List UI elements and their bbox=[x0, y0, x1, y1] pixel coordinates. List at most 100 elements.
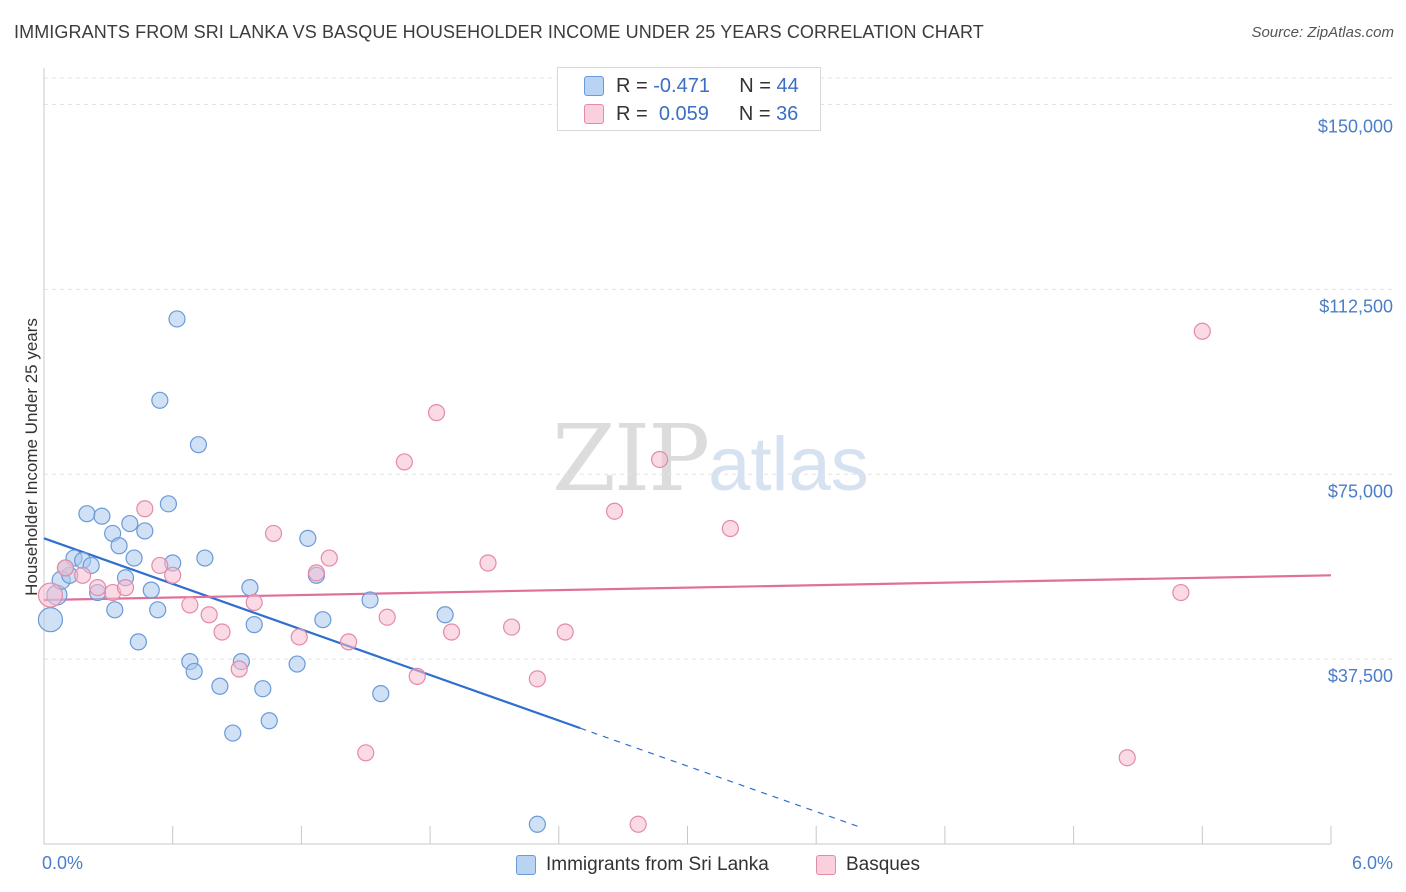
point-basques bbox=[230, 660, 248, 678]
x-tick-label: 0.0% bbox=[42, 853, 83, 873]
point-sri-lanka bbox=[185, 662, 203, 681]
point-sri-lanka bbox=[528, 815, 546, 833]
point-basques bbox=[528, 670, 546, 688]
bottom-legend-basques: Basques bbox=[816, 852, 920, 878]
point-basques bbox=[629, 815, 647, 833]
chart-title: IMMIGRANTS FROM SRI LANKA VS BASQUE HOUS… bbox=[14, 22, 984, 42]
point-basques bbox=[605, 502, 624, 520]
point-basques bbox=[503, 618, 521, 636]
legend-n-value: 36 bbox=[776, 102, 799, 125]
y-tick-label: $75,000 bbox=[1328, 481, 1393, 501]
y-axis-label: Householder Income Under 25 years bbox=[22, 318, 41, 596]
point-basques bbox=[1118, 749, 1136, 767]
point-sri-lanka bbox=[37, 607, 64, 633]
point-basques bbox=[56, 559, 75, 577]
point-sri-lanka bbox=[121, 514, 139, 533]
y-tick-label: $112,500 bbox=[1319, 296, 1393, 316]
point-sri-lanka bbox=[299, 529, 317, 547]
point-basques bbox=[307, 564, 326, 582]
point-sri-lanka bbox=[149, 601, 167, 619]
bottom-legend-swatch-blue bbox=[516, 855, 536, 875]
point-sri-lanka bbox=[142, 581, 160, 599]
point-sri-lanka bbox=[372, 685, 390, 703]
point-sri-lanka bbox=[136, 522, 154, 540]
bottom-legend-label: Basques bbox=[846, 854, 920, 875]
point-basques bbox=[290, 628, 308, 646]
legend-r-value: -0.471 bbox=[653, 74, 710, 97]
legend-swatch-blue bbox=[584, 76, 604, 96]
point-basques bbox=[339, 633, 358, 651]
point-sri-lanka bbox=[168, 310, 186, 328]
y-tick-label: $37,500 bbox=[1328, 666, 1393, 686]
point-basques bbox=[1193, 322, 1211, 340]
point-basques bbox=[427, 404, 446, 422]
legend-n-value: 44 bbox=[776, 74, 799, 97]
point-basques bbox=[442, 623, 461, 641]
point-sri-lanka bbox=[254, 680, 272, 698]
point-sri-lanka bbox=[189, 436, 208, 454]
point-basques bbox=[1172, 583, 1190, 602]
point-basques bbox=[136, 500, 154, 518]
point-basques bbox=[395, 453, 413, 471]
legend-swatch-pink bbox=[584, 104, 604, 124]
point-sri-lanka bbox=[110, 537, 128, 555]
point-basques bbox=[213, 623, 231, 641]
points-layer bbox=[37, 310, 1211, 833]
legend-row-basques: R = 0.059 N = 36 bbox=[558, 100, 798, 128]
point-basques bbox=[556, 623, 574, 641]
point-basques bbox=[200, 606, 218, 624]
point-sri-lanka bbox=[159, 495, 178, 513]
point-sri-lanka bbox=[224, 724, 242, 742]
point-basques bbox=[74, 566, 92, 584]
point-basques bbox=[378, 608, 396, 626]
point-sri-lanka bbox=[314, 611, 332, 629]
grid-layer bbox=[44, 77, 1395, 660]
trend-line-sri-lanka-extension bbox=[580, 727, 860, 828]
point-sri-lanka bbox=[151, 391, 169, 409]
point-sri-lanka bbox=[241, 579, 259, 597]
point-basques bbox=[479, 554, 497, 572]
point-sri-lanka bbox=[260, 712, 278, 730]
point-sri-lanka bbox=[78, 505, 96, 523]
point-basques bbox=[116, 579, 135, 597]
point-sri-lanka bbox=[245, 616, 263, 634]
legend-row-sri-lanka: R = -0.471 N = 44 bbox=[558, 72, 799, 100]
watermark: ZIPatlas bbox=[552, 405, 869, 512]
point-basques bbox=[164, 566, 182, 584]
x-tick-label: 6.0% bbox=[1352, 853, 1393, 873]
legend-r-label: R = bbox=[616, 102, 648, 125]
legend-n-label: N = bbox=[738, 102, 771, 125]
point-sri-lanka bbox=[436, 606, 454, 624]
label-layer: $37,500 $75,000 $112,500 $150,000 0.0% 6.0% Ho… bbox=[22, 117, 1393, 873]
point-basques bbox=[357, 744, 375, 762]
y-tick-label: $150,000 bbox=[1318, 117, 1393, 137]
bottom-legend-swatch-pink bbox=[816, 855, 836, 875]
point-sri-lanka bbox=[129, 633, 147, 651]
point-sri-lanka bbox=[196, 549, 214, 567]
watermark-atlas: atlas bbox=[708, 422, 869, 507]
bottom-legend-label: Immigrants from Sri Lanka bbox=[546, 854, 769, 875]
point-basques bbox=[89, 579, 107, 597]
point-sri-lanka bbox=[361, 591, 379, 609]
point-basques bbox=[651, 450, 669, 469]
point-basques bbox=[721, 519, 740, 538]
trend-layer bbox=[43, 537, 1332, 828]
point-sri-lanka bbox=[125, 549, 143, 567]
point-sri-lanka bbox=[211, 677, 229, 695]
trend-line-sri-lanka bbox=[43, 537, 581, 730]
watermark-zip: ZIP bbox=[552, 405, 710, 512]
trend-line-basques bbox=[43, 574, 1332, 602]
point-sri-lanka bbox=[93, 507, 111, 525]
point-basques bbox=[245, 593, 263, 612]
point-basques bbox=[181, 596, 199, 614]
point-sri-lanka bbox=[106, 601, 124, 619]
point-basques bbox=[37, 582, 64, 608]
point-basques bbox=[151, 556, 169, 575]
legend-r-value: 0.059 bbox=[658, 102, 709, 125]
point-basques bbox=[320, 549, 338, 567]
point-sri-lanka bbox=[288, 655, 306, 673]
bottom-legend-sri-lanka: Immigrants from Sri Lanka bbox=[516, 852, 769, 878]
legend-r-label: R = bbox=[616, 74, 648, 97]
point-basques bbox=[408, 667, 426, 685]
